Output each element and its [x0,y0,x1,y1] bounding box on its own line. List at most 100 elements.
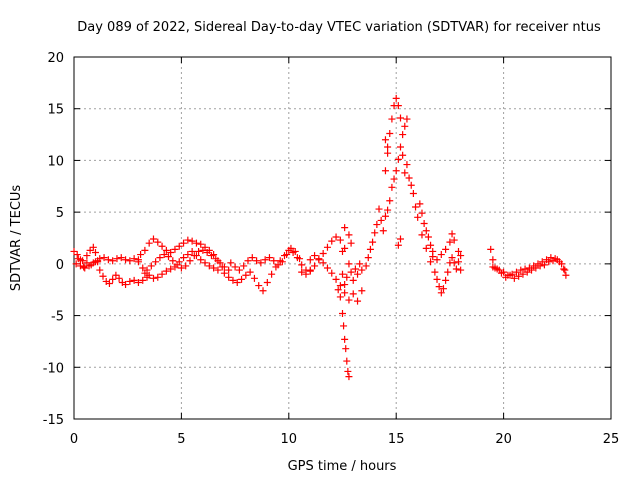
data-point [283,251,291,259]
chart-title: Day 089 of 2022, Sidereal Day-to-day VTE… [77,20,601,35]
data-point [109,257,117,265]
data-point [253,257,261,265]
data-point [184,236,192,244]
data-point [126,277,134,285]
data-point [311,252,319,260]
data-point [229,276,237,284]
data-point [373,221,381,229]
data-point [418,231,426,239]
data-point [210,264,218,272]
data-point [156,254,164,262]
data-point [342,345,350,353]
data-point [553,256,561,264]
data-point [519,270,527,278]
data-point [104,256,112,264]
data-point [347,268,355,276]
data-point [188,247,196,255]
data-point [180,239,188,247]
data-point [339,247,346,255]
data-point [431,268,439,276]
data-point [192,252,200,260]
data-point [545,258,553,266]
data-point [450,236,458,244]
data-point [235,266,243,274]
data-point [160,251,168,259]
x-tick-label: 20 [495,432,512,447]
data-point [70,247,78,255]
data-point [298,261,306,269]
data-point [386,130,394,138]
data-point [401,122,409,130]
data-point [407,181,415,189]
data-point [506,271,514,279]
data-point [375,205,383,213]
data-point [392,94,400,102]
data-point [340,322,348,330]
data-point [96,266,104,274]
data-point [561,266,569,274]
data-point [263,278,271,286]
y-tick-label: 10 [47,154,64,169]
data-point [139,264,147,272]
data-points [70,94,570,381]
data-point [446,238,454,246]
data-point [197,240,205,248]
y-tick-label: -15 [43,413,64,428]
data-point [341,281,349,289]
data-point [169,257,177,265]
data-point [117,254,125,262]
data-point [489,256,497,264]
data-point [388,115,396,123]
data-point [79,257,87,265]
data-point [433,256,441,264]
data-point [145,271,153,279]
data-point [528,266,536,274]
data-point [345,296,353,304]
plot-frame [73,56,612,420]
data-point [154,238,162,246]
data-point [452,265,460,273]
data-point [201,259,209,267]
data-point [394,241,402,249]
data-point [278,258,286,266]
data-point [377,216,385,224]
data-point [328,237,336,245]
data-point [379,227,387,235]
data-point [412,203,420,211]
data-point [149,235,157,243]
data-point [381,167,389,175]
x-tick-label: 0 [70,432,78,447]
data-point [73,251,81,259]
x-tick-label: 5 [177,432,185,447]
data-point [454,247,462,255]
y-tick-label: 20 [47,51,64,66]
data-point [186,257,194,265]
data-point [244,257,252,265]
data-point [523,268,531,276]
data-point [442,276,450,284]
data-point [86,246,94,254]
data-point [255,282,263,290]
data-point [122,256,130,264]
data-point [315,255,323,263]
data-point [175,242,183,250]
data-point [418,209,426,217]
data-point [448,230,456,238]
y-tick-label: 0 [56,258,64,273]
data-point [540,261,548,269]
data-point [502,273,510,281]
data-point [319,250,327,258]
data-point [345,260,353,268]
y-axis-label: SDTVAR / TECUs [9,185,24,292]
data-point [113,255,121,263]
data-point [265,254,273,262]
data-point [214,266,222,274]
data-point [76,262,84,270]
data-point [396,114,404,122]
data-point [366,245,374,253]
data-point [336,282,344,290]
data-point [81,264,89,272]
data-point [339,310,346,318]
data-point [343,273,351,281]
data-point [517,266,525,274]
